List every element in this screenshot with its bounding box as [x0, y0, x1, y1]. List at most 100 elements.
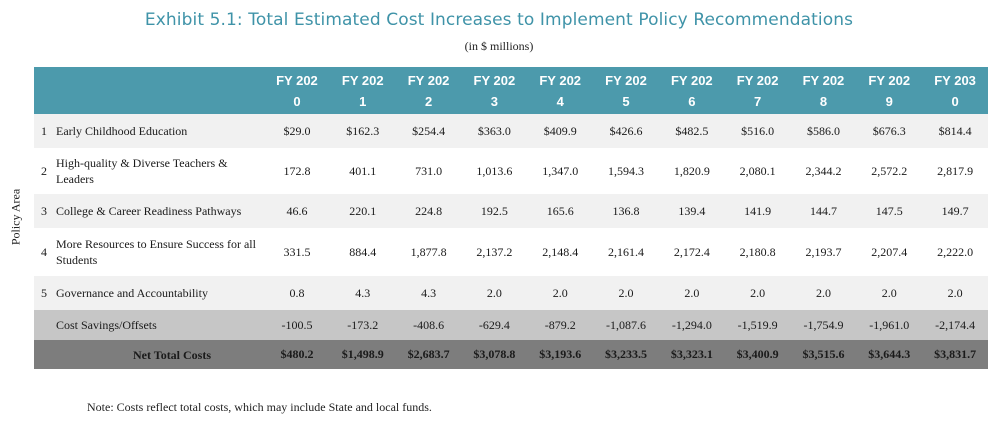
- savings-cell: -1,961.0: [856, 310, 923, 340]
- cost-cell: $254.4: [395, 114, 462, 148]
- header-fy-cell: FY 2025: [593, 67, 659, 114]
- savings-cell: -1,294.0: [658, 310, 725, 340]
- savings-cell: -1,519.9: [724, 310, 791, 340]
- cost-cell: 149.7: [922, 194, 988, 228]
- total-cell: $480.2: [264, 340, 330, 369]
- savings-cell: -408.6: [395, 310, 462, 340]
- savings-cell: -1,087.6: [593, 310, 659, 340]
- total-cell: $3,323.1: [658, 340, 725, 369]
- cost-cell: 147.5: [856, 194, 923, 228]
- footnote: Note: Costs reflect total costs, which m…: [87, 400, 432, 414]
- fy-label: FY 2021: [341, 72, 384, 109]
- policy-number: 4: [34, 228, 50, 276]
- policy-name: More Resources to Ensure Success for all…: [50, 228, 265, 276]
- cost-cell: 2,080.1: [724, 148, 791, 194]
- cost-cell: 1,594.3: [593, 148, 659, 194]
- exhibit-title: Exhibit 5.1: Total Estimated Cost Increa…: [144, 10, 854, 30]
- table-row: 2 High-quality & Diverse Teachers & Lead…: [34, 148, 988, 194]
- cost-cell: 2.0: [724, 276, 791, 310]
- cost-cell: 401.1: [329, 148, 396, 194]
- cost-cell: $676.3: [856, 114, 923, 148]
- total-label: Net Total Costs: [50, 340, 265, 369]
- cost-cell: $516.0: [724, 114, 791, 148]
- header-fy-cell: FY 2024: [527, 67, 594, 114]
- policy-area-label: Policy Area: [8, 189, 24, 245]
- cost-cell: 2.0: [593, 276, 659, 310]
- header-fy-cell: FY 2027: [724, 67, 791, 114]
- total-cell: $3,400.9: [724, 340, 791, 369]
- header-fy-cell: FY 2020: [264, 67, 330, 114]
- fy-label: FY 2026: [670, 72, 713, 109]
- cost-cell: 2,172.4: [658, 228, 725, 276]
- cost-cell: 331.5: [264, 228, 330, 276]
- header-fy-cell: FY 2030: [922, 67, 988, 114]
- header-fy-cell: FY 2028: [790, 67, 857, 114]
- cost-cell: $162.3: [329, 114, 396, 148]
- cost-cell: 2,222.0: [922, 228, 988, 276]
- total-cell: $3,193.6: [527, 340, 594, 369]
- cost-cell: $426.6: [593, 114, 659, 148]
- cost-cell: 2,161.4: [593, 228, 659, 276]
- total-row: Net Total Costs $480.2 $1,498.9 $2,683.7…: [34, 340, 988, 369]
- header-fy-cell: FY 2029: [856, 67, 923, 114]
- fy-label: FY 2024: [539, 72, 582, 109]
- cost-cell: 4.3: [395, 276, 462, 310]
- policy-number: 5: [34, 276, 50, 310]
- cost-cell: 2.0: [527, 276, 594, 310]
- cost-cell: 2,572.2: [856, 148, 923, 194]
- policy-number: 2: [34, 148, 50, 194]
- policy-number: 3: [34, 194, 50, 228]
- policy-number: 1: [34, 114, 50, 148]
- cost-cell: $482.5: [658, 114, 725, 148]
- cost-cell: 46.6: [264, 194, 330, 228]
- savings-cell: -2,174.4: [922, 310, 988, 340]
- cost-cell: $409.9: [527, 114, 594, 148]
- fy-label: FY 2030: [934, 72, 976, 109]
- header-fy-cell: FY 2021: [329, 67, 396, 114]
- cost-cell: 136.8: [593, 194, 659, 228]
- header-fy-cell: FY 2026: [658, 67, 725, 114]
- policy-name: College & Career Readiness Pathways: [50, 194, 265, 228]
- savings-cell: -879.2: [527, 310, 594, 340]
- cost-cell: 1,820.9: [658, 148, 725, 194]
- total-cell: $3,515.6: [790, 340, 857, 369]
- cost-cell: 2.0: [856, 276, 923, 310]
- policy-name: High-quality & Diverse Teachers & Leader…: [50, 148, 265, 194]
- cost-cell: $814.4: [922, 114, 988, 148]
- header-fy-cell: FY 2022: [395, 67, 462, 114]
- cost-cell: 2.0: [658, 276, 725, 310]
- table-row: 5 Governance and Accountability 0.8 4.3 …: [34, 276, 988, 310]
- total-cell: $1,498.9: [329, 340, 396, 369]
- fy-label: FY 2029: [868, 72, 911, 109]
- cost-cell: 1,877.8: [395, 228, 462, 276]
- cost-cell: 172.8: [264, 148, 330, 194]
- total-cell: $3,233.5: [593, 340, 659, 369]
- cost-cell: 2.0: [461, 276, 528, 310]
- table-row: 4 More Resources to Ensure Success for a…: [34, 228, 988, 276]
- cost-cell: $363.0: [461, 114, 528, 148]
- cost-cell: 0.8: [264, 276, 330, 310]
- savings-cell: -100.5: [264, 310, 330, 340]
- cost-cell: 2.0: [790, 276, 857, 310]
- policy-name: Governance and Accountability: [50, 276, 265, 310]
- cost-cell: $586.0: [790, 114, 857, 148]
- total-cell: $3,644.3: [856, 340, 923, 369]
- exhibit-subtitle: (in $ millions): [464, 39, 534, 53]
- fy-label: FY 2023: [473, 72, 516, 109]
- cost-cell: 1,013.6: [461, 148, 528, 194]
- cost-cell: 2.0: [922, 276, 988, 310]
- cost-cell: 220.1: [329, 194, 396, 228]
- cost-cell: 165.6: [527, 194, 594, 228]
- cost-cell: $29.0: [264, 114, 330, 148]
- cost-cell: 141.9: [724, 194, 791, 228]
- cost-cell: 4.3: [329, 276, 396, 310]
- fy-label: FY 2027: [736, 72, 779, 109]
- cost-cell: 1,347.0: [527, 148, 594, 194]
- total-number-cell: [34, 340, 50, 369]
- cost-cell: 2,137.2: [461, 228, 528, 276]
- table-header-row: FY 2020 FY 2021 FY 2022 FY 2023 FY 2024 …: [34, 67, 988, 114]
- table-row: 3 College & Career Readiness Pathways 46…: [34, 194, 988, 228]
- header-blank-cell: [34, 67, 50, 114]
- cost-cell: 2,180.8: [724, 228, 791, 276]
- header-blank-cell: [50, 67, 265, 114]
